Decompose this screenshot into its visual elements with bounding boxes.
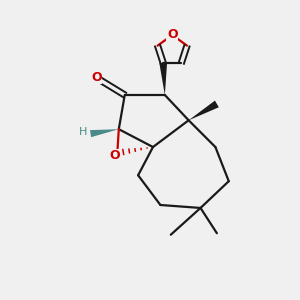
Polygon shape — [159, 63, 167, 95]
Text: O: O — [91, 71, 102, 84]
Text: H: H — [79, 127, 87, 137]
Text: O: O — [167, 28, 178, 41]
Text: O: O — [109, 149, 120, 162]
Polygon shape — [90, 129, 119, 137]
Polygon shape — [189, 100, 219, 120]
